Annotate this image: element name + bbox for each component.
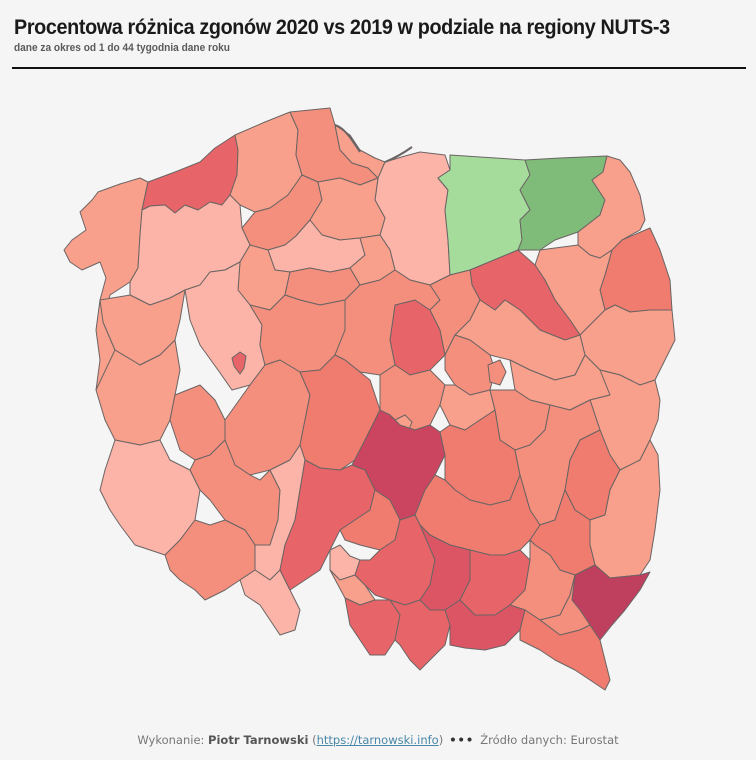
- region-krosnienski[interactable]: krosnienski: [519, 609, 611, 691]
- vistula-spit: [384, 146, 413, 163]
- author-website-link[interactable]: https://tarnowski.info: [316, 733, 439, 747]
- credit-prefix: Wykonanie:: [137, 733, 209, 747]
- map-regions: szczecinski-westkoszalinskislupskigdansk…: [63, 107, 676, 691]
- author-name: Piotr Tarnowski: [208, 733, 309, 747]
- region-czestochowski[interactable]: czestochowski: [339, 489, 401, 551]
- header: Procentowa różnica zgonów 2020 vs 2019 w…: [14, 14, 746, 54]
- hel-peninsula: [334, 124, 361, 153]
- region-starogardzki[interactable]: starogardzki: [309, 177, 386, 241]
- region-bielski[interactable]: bielski: [389, 599, 451, 671]
- region-koszalinski[interactable]: koszalinski: [141, 134, 239, 214]
- page-title: Procentowa różnica zgonów 2020 vs 2019 w…: [14, 15, 670, 39]
- data-source: Źródło danych: Eurostat: [480, 733, 619, 747]
- region-rybnicki[interactable]: rybnicki: [344, 597, 401, 656]
- separator-dots: •••: [449, 733, 475, 747]
- footer-credits: Wykonanie: Piotr Tarnowski (https://tarn…: [0, 733, 756, 747]
- page-subtitle: dane za okres od 1 do 44 tygodnia dane r…: [14, 42, 230, 54]
- close-paren: ): [438, 733, 444, 747]
- header-divider: [12, 67, 746, 69]
- region-m-poznan[interactable]: m-poznan: [231, 351, 247, 375]
- region-walbrzyski[interactable]: walbrzyski: [239, 569, 301, 636]
- region-m-warszawa[interactable]: m-warszawa: [487, 359, 507, 386]
- region-gorzowski[interactable]: gorzowski: [99, 289, 186, 366]
- open-paren: (: [308, 733, 317, 747]
- region-gdanski-trojmiasto[interactable]: gdanski-trojmiasto: [289, 107, 379, 186]
